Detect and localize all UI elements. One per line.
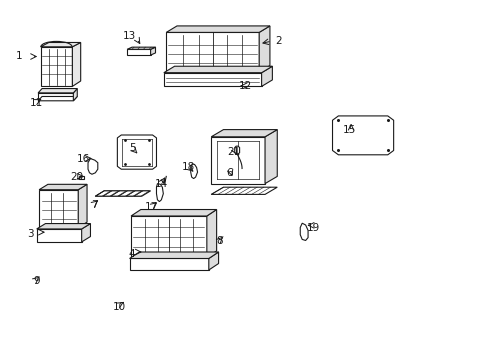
Text: 1: 1 [16,51,23,61]
Text: 8: 8 [216,236,223,246]
Polygon shape [38,89,77,93]
Text: 9: 9 [33,276,40,286]
Polygon shape [41,47,72,86]
Text: 2: 2 [275,36,282,46]
Polygon shape [163,66,272,73]
Polygon shape [81,224,90,242]
Polygon shape [129,252,218,258]
Text: 16: 16 [76,154,90,164]
Text: 5: 5 [128,143,135,153]
Polygon shape [38,96,77,101]
Text: 20: 20 [70,172,83,182]
Polygon shape [264,130,277,184]
Polygon shape [95,191,150,196]
Text: 3: 3 [27,229,34,239]
Polygon shape [41,42,81,47]
Text: 7: 7 [91,200,98,210]
Polygon shape [88,158,98,174]
Text: 6: 6 [226,168,233,178]
Polygon shape [211,137,264,184]
Text: 10: 10 [113,302,126,312]
Text: 15: 15 [342,125,356,135]
Text: 12: 12 [238,81,252,91]
Text: 4: 4 [128,249,135,259]
Text: 17: 17 [144,202,158,212]
Polygon shape [127,49,150,55]
Polygon shape [127,47,155,49]
Polygon shape [117,135,156,169]
Text: 21: 21 [226,147,240,157]
Polygon shape [211,187,277,194]
Polygon shape [131,210,216,216]
Polygon shape [78,184,87,228]
Polygon shape [208,252,218,270]
Polygon shape [37,224,90,229]
Polygon shape [300,223,307,240]
Polygon shape [206,210,216,257]
Polygon shape [39,184,87,190]
Polygon shape [150,47,155,55]
Polygon shape [72,42,81,86]
Polygon shape [166,32,259,72]
Polygon shape [166,26,269,32]
Text: 19: 19 [305,222,319,233]
Polygon shape [73,89,77,101]
Polygon shape [234,146,239,154]
Text: 11: 11 [30,98,43,108]
Polygon shape [211,130,277,137]
Polygon shape [332,116,393,155]
Polygon shape [131,216,206,257]
Polygon shape [259,26,269,72]
Polygon shape [190,164,197,179]
Polygon shape [261,66,272,86]
Text: 18: 18 [181,162,195,172]
Text: 14: 14 [154,179,168,189]
Text: 13: 13 [122,31,136,41]
Polygon shape [129,258,208,270]
Polygon shape [156,184,163,202]
Polygon shape [163,73,261,86]
Polygon shape [37,229,81,242]
Polygon shape [39,190,78,228]
